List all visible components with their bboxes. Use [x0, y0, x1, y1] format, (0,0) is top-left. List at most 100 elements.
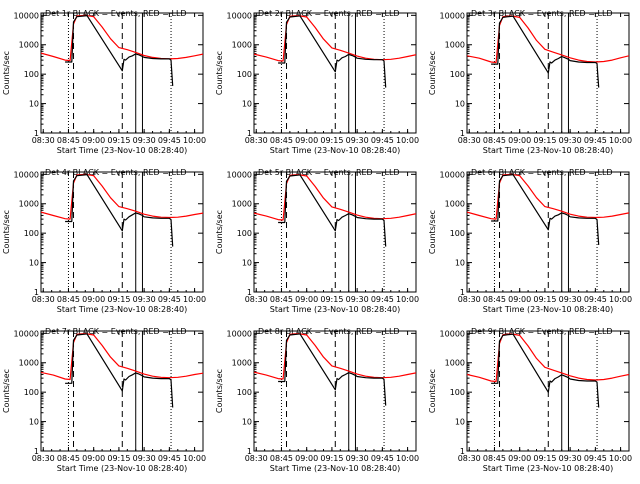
lld-rate-line — [467, 15, 629, 64]
x-tick-label: 09:00 — [295, 295, 318, 304]
x-tick-label: 08:30 — [32, 454, 55, 463]
y-axis-label: Counts/sec — [215, 51, 224, 95]
lld-rate-line — [41, 333, 203, 381]
lld-rate-line — [41, 173, 203, 220]
x-tick-label: 09:30 — [559, 454, 582, 463]
panel-title: Det 7r BLACK = Events, RED = LLD — [45, 327, 187, 336]
y-tick-label: 1 — [460, 447, 465, 456]
x-tick-label: 10:00 — [396, 136, 419, 145]
x-tick-label: 08:30 — [458, 454, 481, 463]
x-tick-label: 09:45 — [584, 136, 607, 145]
x-tick-label: 09:30 — [346, 295, 369, 304]
x-tick-label: 08:45 — [57, 295, 80, 304]
y-tick-label: 1 — [247, 129, 252, 138]
y-tick-label: 100 — [24, 229, 39, 238]
detector-panel: Det 4r BLACK = Events, RED = LLD 08:30 08:… — [2, 168, 206, 314]
event-rate-line — [491, 333, 600, 408]
lld-rate-line — [41, 14, 203, 62]
event-rate-line — [278, 15, 387, 88]
panel-title: Det 3r BLACK = Events, RED = LLD — [471, 9, 613, 18]
lld-rate-line — [467, 333, 629, 383]
x-tick-label: 09:45 — [158, 295, 181, 304]
y-tick-label: 10000 — [440, 11, 465, 20]
x-axis-label: Start Time (23-Nov-10 08:28:40) — [483, 305, 613, 314]
y-tick-label: 1000 — [445, 359, 465, 368]
y-axis-label: Counts/sec — [428, 51, 437, 95]
event-rate-line — [65, 333, 174, 408]
panel-title: Det 4r BLACK = Events, RED = LLD — [45, 168, 187, 177]
y-tick-label: 10 — [455, 418, 465, 427]
detector-panel: Det 7r BLACK = Events, RED = LLD 08:30 08:… — [2, 327, 206, 473]
x-tick-label: 09:15 — [533, 136, 556, 145]
y-tick-label: 1 — [34, 288, 39, 297]
y-axis-label: Counts/sec — [2, 210, 11, 254]
y-tick-label: 100 — [237, 229, 252, 238]
x-tick-label: 09:45 — [371, 295, 394, 304]
x-tick-label: 08:45 — [270, 454, 293, 463]
x-tick-label: 08:45 — [483, 454, 506, 463]
x-tick-label: 10:00 — [396, 454, 419, 463]
y-tick-label: 10000 — [14, 11, 39, 20]
x-tick-label: 08:30 — [32, 136, 55, 145]
x-tick-label: 08:45 — [483, 295, 506, 304]
y-axis-label: Counts/sec — [2, 369, 11, 413]
x-tick-label: 10:00 — [609, 454, 632, 463]
x-tick-label: 09:15 — [533, 295, 556, 304]
y-tick-label: 10000 — [14, 329, 39, 338]
x-tick-label: 10:00 — [609, 136, 632, 145]
x-axis-label: Start Time (23-Nov-10 08:28:40) — [483, 464, 613, 473]
x-tick-label: 08:30 — [458, 136, 481, 145]
x-tick-label: 08:45 — [483, 136, 506, 145]
x-tick-label: 09:30 — [559, 295, 582, 304]
y-tick-label: 10000 — [227, 329, 252, 338]
y-tick-label: 10 — [455, 100, 465, 109]
y-tick-label: 1 — [247, 447, 252, 456]
x-tick-label: 08:30 — [245, 136, 268, 145]
y-tick-label: 1000 — [445, 200, 465, 209]
panel-title: Det 2r BLACK = Events, RED = LLD — [258, 9, 400, 18]
x-axis-label: Start Time (23-Nov-10 08:28:40) — [57, 464, 187, 473]
event-rate-line — [65, 15, 174, 86]
panel-title: Det 9r BLACK = Events, RED = LLD — [471, 327, 613, 336]
y-tick-label: 1 — [460, 129, 465, 138]
x-tick-label: 09:30 — [133, 136, 156, 145]
y-tick-label: 10 — [29, 100, 39, 109]
detector-panel: Det 2r BLACK = Events, RED = LLD 08:30 08:… — [215, 9, 419, 155]
y-tick-label: 10000 — [440, 329, 465, 338]
x-tick-label: 08:30 — [245, 295, 268, 304]
y-tick-label: 1000 — [445, 41, 465, 50]
x-tick-label: 09:15 — [107, 454, 130, 463]
y-axis-label: Counts/sec — [428, 369, 437, 413]
y-tick-label: 10 — [242, 100, 252, 109]
y-tick-label: 100 — [24, 388, 39, 397]
y-tick-label: 1000 — [19, 359, 39, 368]
lld-rate-line — [254, 333, 416, 380]
x-tick-label: 09:30 — [133, 295, 156, 304]
y-tick-label: 10 — [242, 418, 252, 427]
y-tick-label: 10 — [29, 259, 39, 268]
x-tick-label: 09:00 — [295, 454, 318, 463]
y-tick-label: 10000 — [227, 170, 252, 179]
x-tick-label: 09:45 — [371, 454, 394, 463]
x-tick-label: 09:45 — [584, 454, 607, 463]
y-axis-label: Counts/sec — [215, 369, 224, 413]
detector-panel: Det 5r BLACK = Events, RED = LLD 08:30 08:… — [215, 168, 419, 314]
lld-rate-line — [254, 15, 416, 62]
y-tick-label: 10 — [455, 259, 465, 268]
x-tick-label: 09:15 — [107, 295, 130, 304]
y-axis-label: Counts/sec — [215, 210, 224, 254]
x-tick-label: 09:45 — [158, 136, 181, 145]
x-tick-label: 10:00 — [396, 295, 419, 304]
x-tick-label: 08:45 — [57, 136, 80, 145]
x-tick-label: 08:45 — [57, 454, 80, 463]
y-tick-label: 1 — [34, 447, 39, 456]
x-tick-label: 09:15 — [320, 454, 343, 463]
detector-panel: Det 9r BLACK = Events, RED = LLD 08:30 08:… — [428, 327, 632, 473]
y-tick-label: 10000 — [227, 11, 252, 20]
x-tick-label: 09:30 — [346, 454, 369, 463]
y-tick-label: 10000 — [14, 170, 39, 179]
event-rate-line — [491, 15, 600, 88]
lld-rate-line — [254, 174, 416, 221]
y-tick-label: 100 — [237, 70, 252, 79]
